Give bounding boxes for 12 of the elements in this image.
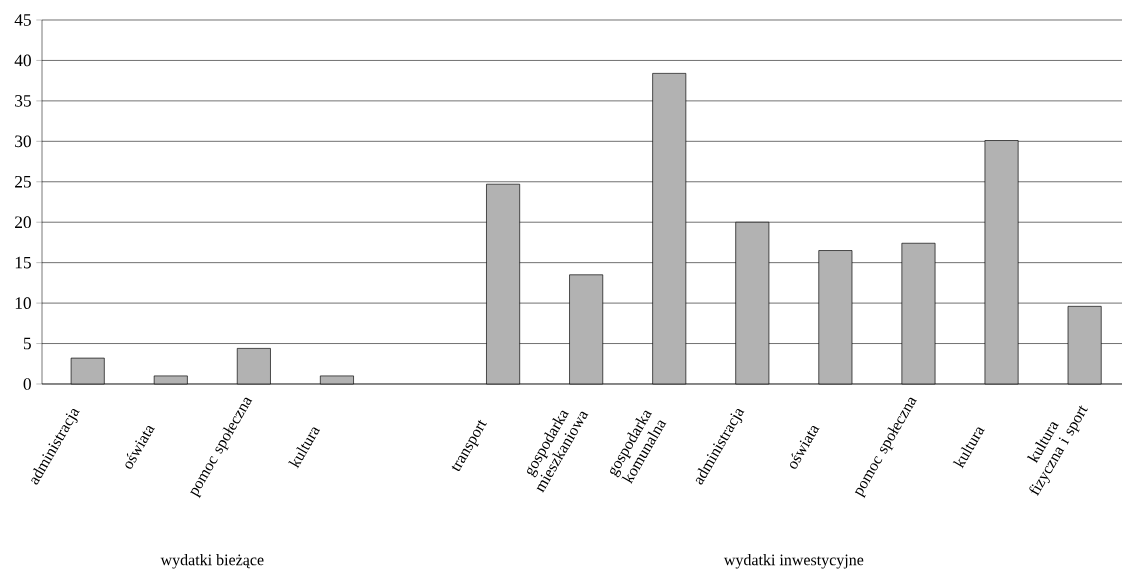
y-tick-label: 20 — [15, 216, 31, 229]
y-tick-label: 5 — [23, 337, 31, 350]
y-tick-label: 0 — [23, 378, 31, 390]
text: wydatki inwestycyjne — [723, 554, 864, 569]
text: wydatki bieżące — [160, 554, 264, 569]
y-tick-label: 30 — [15, 135, 31, 148]
y-tick-label: 40 — [14, 54, 31, 67]
y-tick-label: 35 — [15, 95, 31, 107]
y-tick-label: 15 — [15, 256, 31, 269]
y-tick-label: 45 — [14, 14, 31, 26]
y-tick-label: 10 — [15, 297, 31, 309]
y-tick-label: 25 — [15, 175, 31, 188]
